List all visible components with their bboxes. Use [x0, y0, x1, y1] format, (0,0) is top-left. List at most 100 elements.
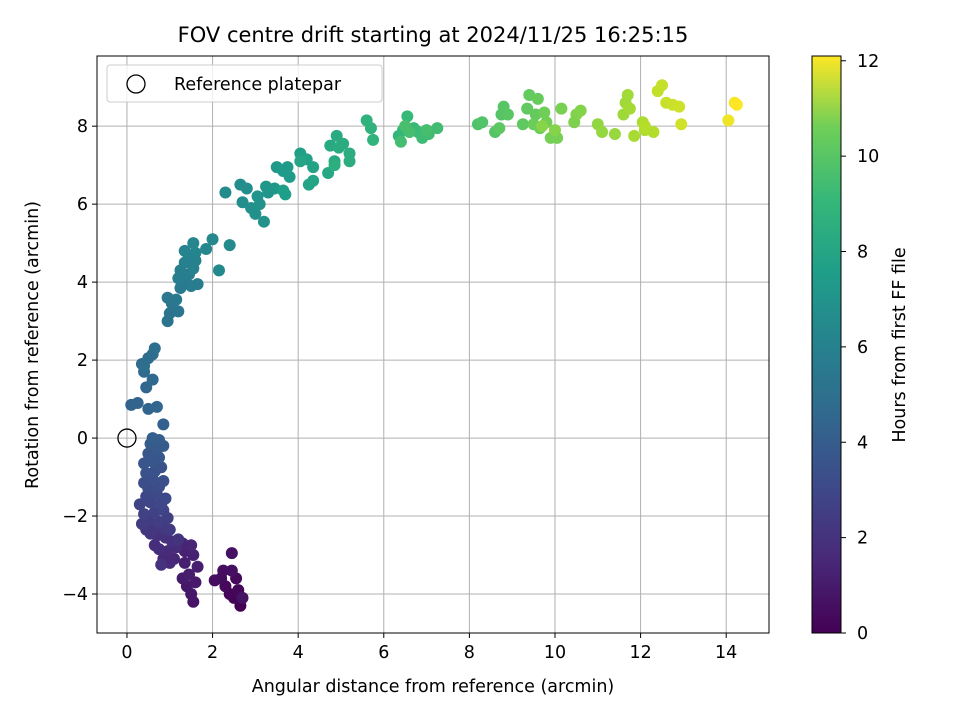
data-point	[223, 239, 236, 252]
data-point	[251, 190, 264, 203]
x-axis-ticks: 0 2 4 6 8 10 12 14	[121, 633, 737, 663]
data-point	[307, 174, 320, 187]
colorbar-label: Hours from first FF file	[890, 247, 910, 442]
data-point	[191, 278, 204, 291]
data-point	[555, 102, 568, 115]
data-point	[157, 418, 170, 431]
data-point	[212, 264, 225, 277]
data-point	[131, 396, 144, 409]
chart-title: FOV centre drift starting at 2024/11/25 …	[178, 23, 689, 47]
colorbar-tick-label: 2	[857, 529, 868, 549]
data-point	[208, 574, 221, 587]
data-point	[608, 127, 621, 140]
data-point	[420, 124, 433, 137]
data-point	[655, 79, 668, 92]
data-point	[367, 133, 380, 146]
legend-box	[106, 64, 383, 103]
data-point	[431, 122, 444, 135]
data-point	[343, 155, 356, 168]
data-point	[548, 124, 561, 137]
y-axis-label: Rotation from reference (arcmin)	[23, 201, 43, 489]
data-point	[148, 342, 161, 355]
data-point	[183, 568, 196, 581]
data-point	[722, 114, 735, 127]
data-point	[191, 560, 204, 573]
data-point	[219, 186, 232, 199]
x-tick-label: 6	[378, 643, 389, 663]
data-point	[159, 492, 172, 505]
data-point	[307, 161, 320, 174]
data-point	[638, 120, 651, 133]
data-point	[538, 106, 551, 119]
y-tick-label: 4	[77, 273, 88, 293]
data-point	[236, 591, 249, 604]
data-point	[172, 533, 185, 546]
colorbar-tick-label: 8	[857, 243, 868, 263]
data-point	[157, 474, 170, 487]
data-point	[294, 155, 307, 168]
x-tick-label: 4	[293, 643, 304, 663]
data-point	[501, 108, 514, 121]
data-points	[125, 79, 743, 612]
colorbar-tick-label: 12	[857, 52, 879, 72]
y-axis-ticks: −4 −2 0 2 4 6 8	[62, 117, 97, 605]
x-tick-label: 10	[544, 643, 566, 663]
x-axis-label: Angular distance from reference (arcmin)	[252, 677, 615, 697]
data-point	[178, 556, 191, 569]
y-tick-label: 0	[77, 429, 88, 449]
grid-lines	[97, 56, 769, 633]
y-tick-label: 6	[77, 195, 88, 215]
data-point	[148, 539, 161, 552]
data-point	[364, 122, 377, 135]
data-point	[516, 118, 529, 131]
data-point	[163, 523, 176, 536]
data-point	[257, 215, 270, 228]
data-point	[628, 129, 641, 142]
data-point	[574, 104, 587, 117]
data-point	[399, 120, 412, 133]
y-tick-label: −4	[62, 585, 88, 605]
colorbar-ticks: 0 2 4 6 8 10 12	[841, 52, 879, 644]
data-point	[394, 135, 407, 148]
data-point	[189, 246, 202, 259]
data-point	[185, 539, 198, 552]
data-point	[730, 98, 743, 111]
data-point	[521, 102, 534, 115]
data-point	[531, 92, 544, 105]
data-point	[337, 137, 350, 150]
data-point	[596, 126, 609, 139]
colorbar: 0 2 4 6 8 10 12 Hours from first FF file	[811, 52, 910, 644]
y-tick-label: 8	[77, 117, 88, 137]
data-point	[283, 170, 296, 183]
data-point	[493, 122, 506, 135]
colorbar-tick-label: 10	[857, 147, 879, 167]
data-point	[401, 110, 414, 123]
colorbar-tick-label: 4	[857, 433, 868, 453]
data-point	[146, 432, 159, 445]
data-point	[155, 558, 168, 571]
legend-marker	[126, 74, 146, 94]
colorbar-tick-label: 6	[857, 338, 868, 358]
data-point	[328, 159, 341, 172]
data-point	[146, 373, 159, 386]
data-point	[536, 120, 549, 133]
data-point	[225, 564, 238, 577]
x-tick-label: 8	[464, 643, 475, 663]
legend: Reference platepar	[106, 64, 383, 103]
data-point	[279, 188, 292, 201]
reference-platepar-marker	[117, 428, 137, 448]
data-point	[225, 547, 238, 560]
data-point	[170, 293, 183, 306]
data-point	[217, 564, 230, 577]
data-point	[187, 237, 200, 250]
y-tick-label: 2	[77, 351, 88, 371]
colorbar-tick-label: 0	[857, 624, 868, 644]
data-point	[647, 126, 660, 139]
data-point	[673, 100, 686, 113]
data-point	[623, 102, 636, 115]
data-point	[240, 182, 253, 195]
x-tick-label: 2	[207, 643, 218, 663]
colorbar-gradient	[811, 55, 842, 634]
